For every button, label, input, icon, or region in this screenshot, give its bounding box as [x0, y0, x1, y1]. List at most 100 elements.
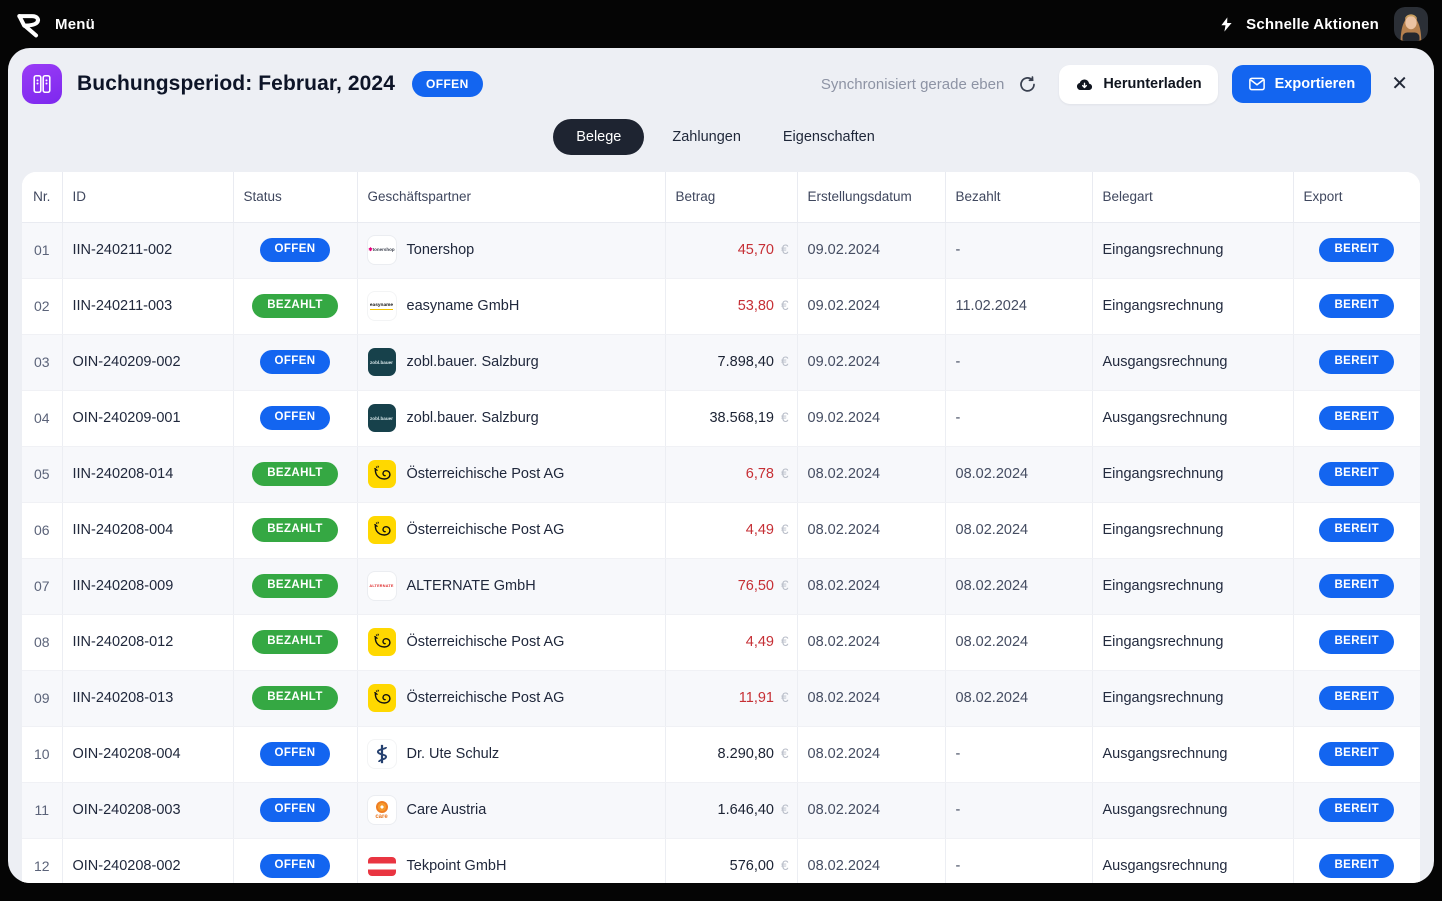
table-row[interactable]: 07 IIN-240208-009 BEZAHLT ALTERNATE ALTE…: [22, 558, 1420, 615]
column-header[interactable]: Export: [1293, 172, 1420, 223]
table-row[interactable]: 01 IIN-240211-002 OFFEN ✱tonershop Toner…: [22, 222, 1420, 279]
export-button[interactable]: Exportieren: [1231, 65, 1372, 103]
document-type: Eingangsrechnung: [1092, 614, 1294, 671]
column-header[interactable]: Erstellungsdatum: [797, 172, 946, 223]
alternate-logo: ALTERNATE: [367, 572, 396, 600]
export-status-badge[interactable]: BEREIT: [1319, 630, 1395, 654]
table-row[interactable]: 05 IIN-240208-014 BEZAHLT Österreichisch…: [22, 446, 1420, 503]
row-number: 01: [22, 222, 63, 279]
tab-eigenschaften[interactable]: Eigenschaften: [769, 119, 889, 155]
menu-button[interactable]: Menü: [55, 15, 95, 33]
document-type: Ausgangsrechnung: [1092, 334, 1294, 391]
currency-symbol: €: [780, 298, 789, 313]
amount-value: 38.568,19: [709, 410, 774, 426]
table-row[interactable]: 11 OIN-240208-003 OFFEN care Care Austri…: [22, 782, 1420, 839]
status-badge[interactable]: OFFEN: [259, 406, 331, 430]
export-status-badge[interactable]: BEREIT: [1319, 798, 1395, 822]
table-row[interactable]: 06 IIN-240208-004 BEZAHLT Österreichisch…: [22, 502, 1420, 559]
created-date: 08.02.2024: [797, 726, 946, 783]
user-avatar[interactable]: [1394, 7, 1428, 41]
export-status-badge[interactable]: BEREIT: [1319, 742, 1395, 766]
currency-symbol: €: [780, 802, 789, 817]
amount-cell: 4,49 €: [665, 502, 798, 559]
document-type: Eingangsrechnung: [1092, 446, 1294, 503]
export-status-badge[interactable]: BEREIT: [1319, 294, 1395, 318]
binders-icon: [22, 64, 62, 104]
partner-name: zobl.bauer. Salzburg: [406, 410, 539, 426]
created-date: 08.02.2024: [797, 838, 946, 883]
row-number: 10: [22, 726, 63, 783]
table-header-row: Nr. ID Status Geschäftspartner Betrag Erstell…: [22, 172, 1420, 223]
table-row[interactable]: 08 IIN-240208-012 BEZAHLT Österreichisch…: [22, 614, 1420, 671]
post-logo: [367, 516, 396, 544]
currency-symbol: €: [780, 242, 789, 257]
export-status-badge[interactable]: BEREIT: [1319, 406, 1395, 430]
export-status-badge[interactable]: BEREIT: [1319, 854, 1395, 878]
table-row[interactable]: 09 IIN-240208-013 BEZAHLT Österreichisch…: [22, 670, 1420, 727]
column-header[interactable]: Belegart: [1092, 172, 1294, 223]
status-badge[interactable]: OFFEN: [259, 854, 331, 878]
amount-value: 1.646,40: [717, 802, 774, 818]
tab-zahlungen[interactable]: Zahlungen: [658, 119, 755, 155]
amount-value: 76,50: [737, 578, 774, 594]
document-type: Eingangsrechnung: [1092, 670, 1294, 727]
column-header[interactable]: Status: [233, 172, 358, 223]
status-badge[interactable]: OFFEN: [259, 350, 331, 374]
app-logo-icon[interactable]: [14, 10, 44, 38]
amount-value: 6,78: [745, 466, 774, 482]
status-badge[interactable]: BEZAHLT: [252, 574, 338, 598]
row-number: 12: [22, 838, 63, 883]
status-badge[interactable]: BEZAHLT: [252, 462, 338, 486]
status-badge[interactable]: OFFEN: [259, 798, 331, 822]
table-row[interactable]: 03 OIN-240209-002 OFFEN zobl.bauer zobl.…: [22, 334, 1420, 391]
column-header[interactable]: Betrag: [665, 172, 798, 223]
paid-date: -: [945, 222, 1093, 279]
column-header[interactable]: Nr.: [22, 172, 63, 223]
export-status-badge[interactable]: BEREIT: [1319, 574, 1395, 598]
document-type: Eingangsrechnung: [1092, 222, 1294, 279]
status-badge[interactable]: OFFEN: [259, 742, 331, 766]
status-badge[interactable]: BEZAHLT: [252, 294, 338, 318]
table-row[interactable]: 10 OIN-240208-004 OFFEN Dr. Ute Schulz 8…: [22, 726, 1420, 783]
document-id: IIN-240208-009: [62, 558, 234, 615]
table-row[interactable]: 02 IIN-240211-003 BEZAHLT easyname easyn…: [22, 278, 1420, 335]
partner-name: Dr. Ute Schulz: [406, 746, 500, 762]
amount-cell: 11,91 €: [665, 670, 798, 727]
status-badge[interactable]: BEZAHLT: [252, 630, 338, 654]
amount-value: 576,00: [729, 858, 774, 874]
export-status-badge[interactable]: BEREIT: [1319, 238, 1395, 262]
status-badge[interactable]: OFFEN: [259, 238, 331, 262]
table-row[interactable]: 12 OIN-240208-002 OFFEN Tekpoint GmbH 57…: [22, 838, 1420, 883]
created-date: 08.02.2024: [797, 502, 946, 559]
paid-date: 08.02.2024: [945, 558, 1093, 615]
export-status-badge[interactable]: BEREIT: [1319, 462, 1395, 486]
document-id: IIN-240208-014: [62, 446, 234, 503]
amount-cell: 4,49 €: [665, 614, 798, 671]
download-button[interactable]: Herunterladen: [1059, 64, 1218, 104]
partner-name: Tonershop: [406, 242, 475, 258]
created-date: 09.02.2024: [797, 390, 946, 447]
column-header[interactable]: Bezahlt: [945, 172, 1093, 223]
created-date: 08.02.2024: [797, 670, 946, 727]
status-badge[interactable]: BEZAHLT: [252, 518, 338, 542]
table-row[interactable]: 04 OIN-240209-001 OFFEN zobl.bauer zobl.…: [22, 390, 1420, 447]
column-header[interactable]: Geschäftspartner: [357, 172, 666, 223]
tonershop-logo: ✱tonershop: [367, 236, 396, 264]
export-status-badge[interactable]: BEREIT: [1319, 518, 1395, 542]
document-type: Eingangsrechnung: [1092, 558, 1294, 615]
partner-name: Österreichische Post AG: [406, 466, 565, 482]
amount-value: 8.290,80: [717, 746, 774, 762]
close-icon[interactable]: ✕: [1385, 72, 1414, 96]
paid-date: -: [945, 782, 1093, 839]
refresh-icon[interactable]: [1018, 75, 1037, 94]
status-badge[interactable]: BEZAHLT: [252, 686, 338, 710]
export-status-badge[interactable]: BEREIT: [1319, 350, 1395, 374]
tab-belege[interactable]: Belege: [553, 119, 645, 155]
quick-actions-button[interactable]: Schnelle Aktionen: [1246, 15, 1379, 33]
column-header[interactable]: ID: [62, 172, 234, 223]
austria-flag-logo: [367, 856, 396, 876]
amount-cell: 38.568,19 €: [665, 390, 798, 447]
row-number: 06: [22, 502, 63, 559]
amount-cell: 6,78 €: [665, 446, 798, 503]
export-status-badge[interactable]: BEREIT: [1319, 686, 1395, 710]
